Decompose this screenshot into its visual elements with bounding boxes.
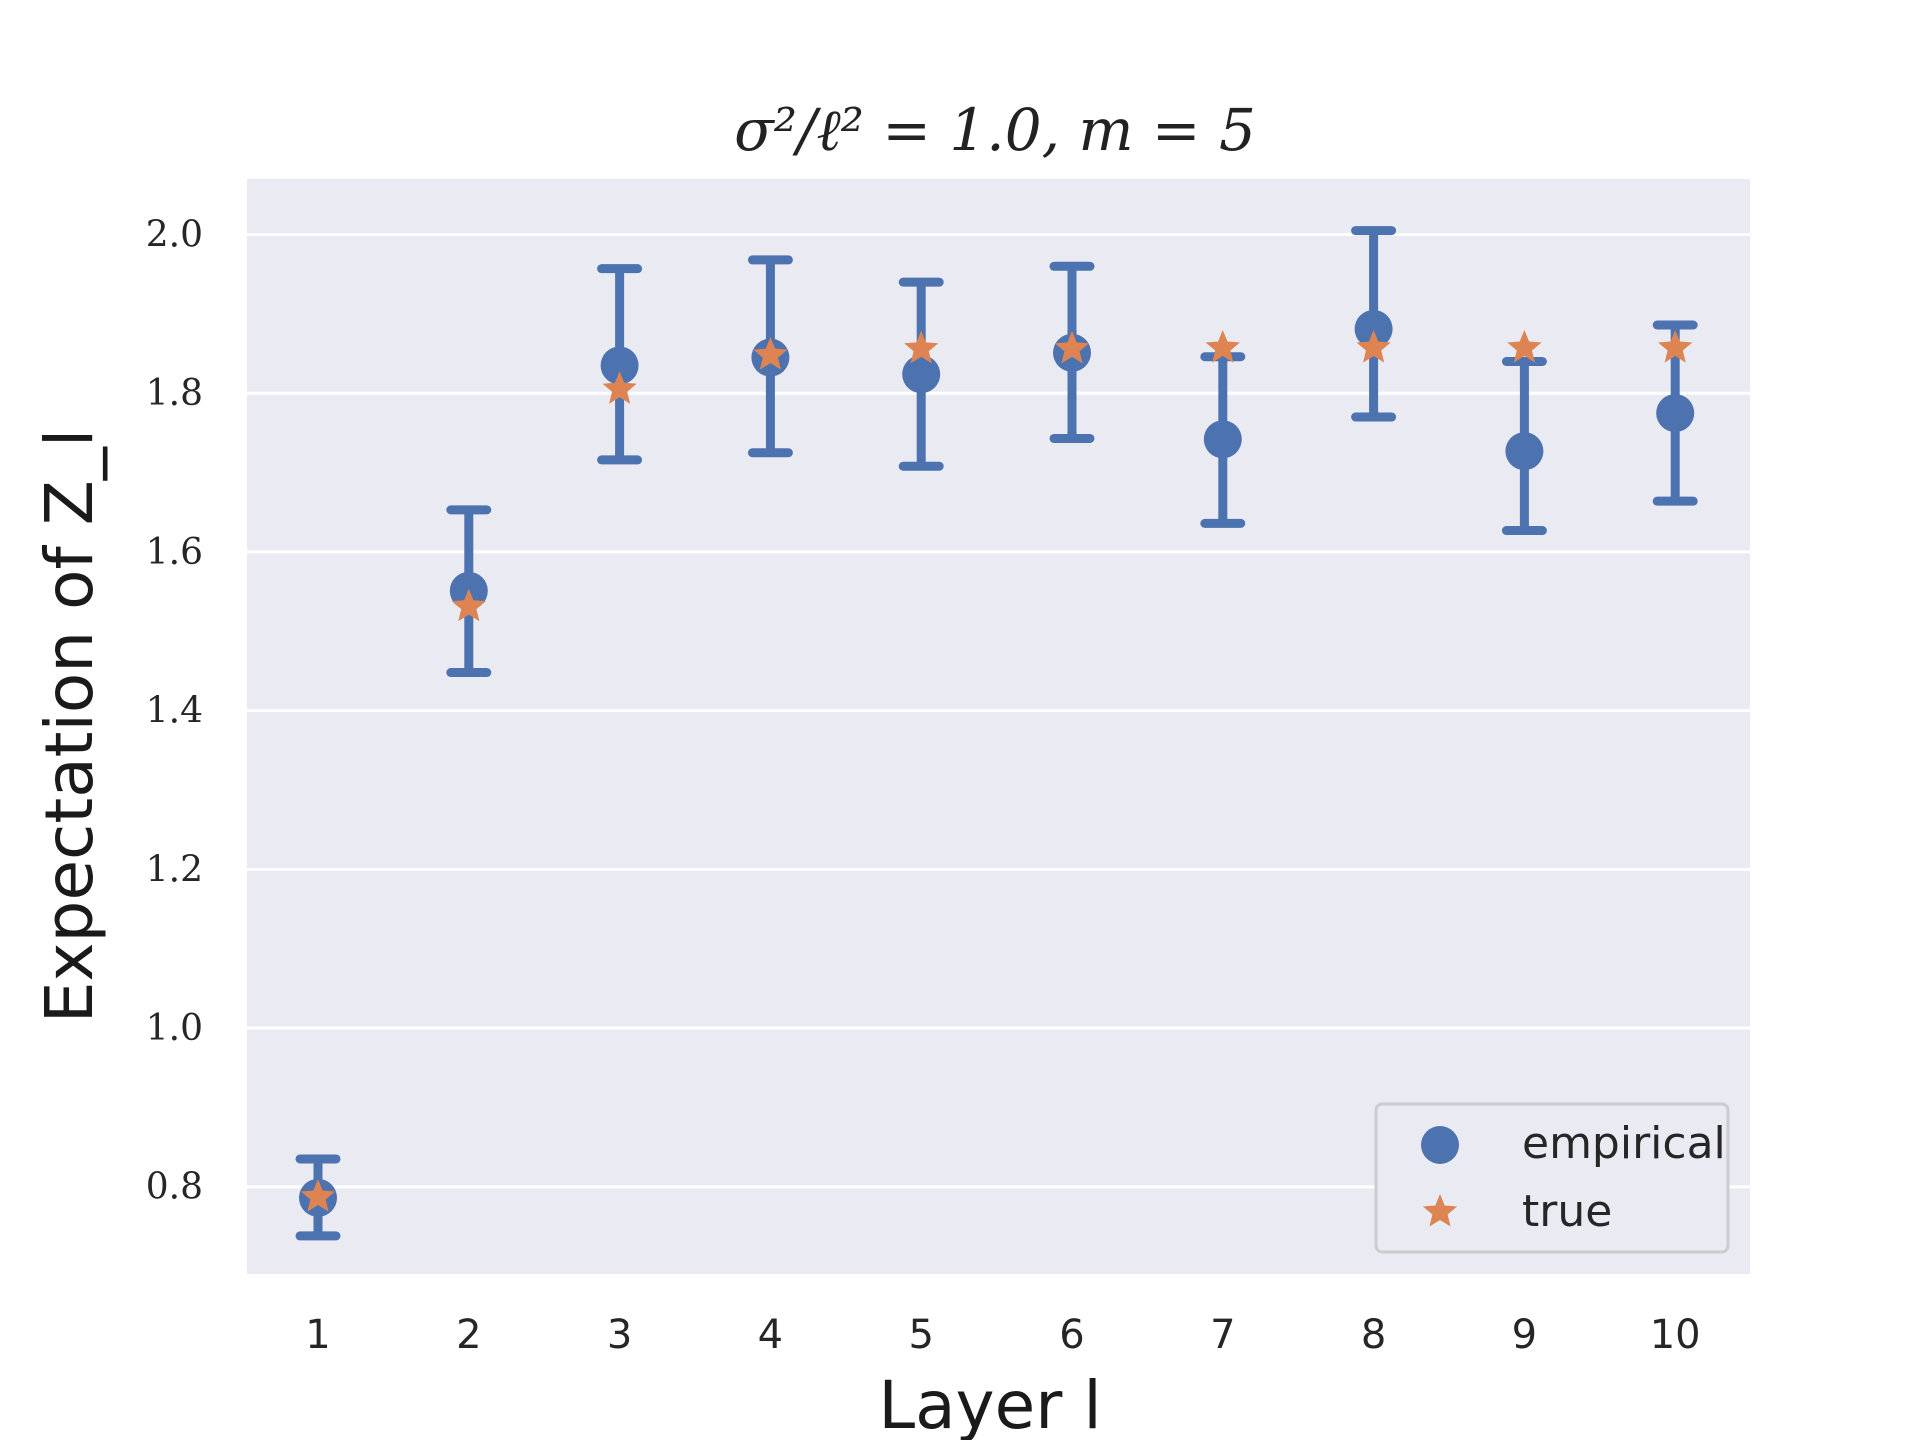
legend-true-marker: [1422, 1194, 1458, 1227]
y-tick-label: 1.2: [146, 849, 203, 890]
data-points: [299, 309, 1695, 1217]
true-point: [602, 371, 637, 404]
x-tick-label: 9: [1512, 1312, 1537, 1358]
true-point: [1507, 330, 1542, 363]
x-tick-label: 1: [305, 1312, 330, 1358]
true-point: [753, 337, 788, 370]
legend-box: [1374, 1102, 1730, 1254]
empirical-point: [1203, 420, 1242, 459]
x-tick-label: 2: [456, 1312, 481, 1358]
y-tick-label: 1.4: [146, 691, 203, 732]
x-tick-label: 7: [1210, 1312, 1235, 1358]
legend-true-label: true: [1522, 1186, 1612, 1237]
plot-background: [247, 179, 1750, 1274]
y-tick-label: 0.8: [146, 1167, 203, 1208]
true-point: [1356, 330, 1391, 363]
grid-lines: [247, 233, 1750, 1189]
x-tick-labels: 1 2 3 4 5 6 7 8 9 10: [305, 1312, 1700, 1358]
empirical-point: [1656, 394, 1695, 433]
empirical-point: [1354, 309, 1393, 348]
x-tick-label: 5: [908, 1312, 933, 1358]
x-tick-label: 10: [1650, 1312, 1701, 1358]
y-tick-label: 1.8: [146, 373, 203, 414]
empirical-point: [600, 346, 639, 385]
chart-title: σ²/ℓ² = 1.0, m = 5: [734, 96, 1256, 164]
true-point: [451, 588, 486, 622]
legend-empirical-marker: [1421, 1126, 1459, 1164]
y-tick-label: 1.0: [146, 1008, 203, 1049]
x-tick-label: 6: [1059, 1312, 1084, 1358]
x-tick-label: 8: [1361, 1312, 1386, 1358]
true-point: [1205, 330, 1240, 363]
true-point: [1658, 330, 1693, 363]
legend-empirical-label: empirical: [1522, 1118, 1726, 1169]
y-tick-labels: 0.8 1.0 1.2 1.4 1.6 1.8 2.0: [146, 215, 203, 1208]
legend: empirical true: [1374, 1102, 1730, 1254]
true-point: [1054, 330, 1090, 364]
empirical-point: [1505, 432, 1544, 471]
x-axis-label: Layer l: [878, 1367, 1101, 1440]
y-tick-label: 1.6: [146, 532, 203, 573]
true-point: [300, 1179, 336, 1212]
y-tick-label: 2.0: [146, 215, 203, 256]
true-point: [904, 330, 939, 364]
x-tick-label: 4: [758, 1312, 783, 1358]
y-axis-label: Expectation of Z_l: [31, 429, 108, 1023]
x-tick-label: 3: [607, 1312, 632, 1358]
empirical-point: [902, 355, 941, 394]
